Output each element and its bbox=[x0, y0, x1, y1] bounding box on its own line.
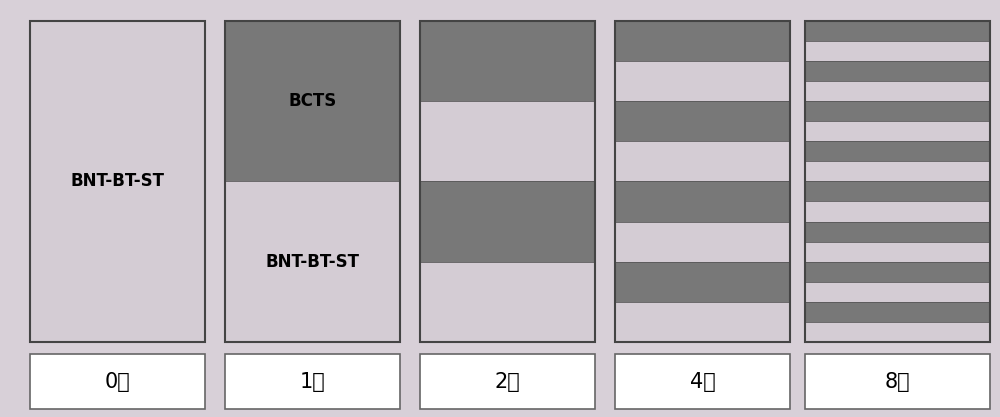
Bar bbox=[420, 21, 595, 101]
Bar bbox=[805, 21, 990, 41]
Bar bbox=[805, 221, 990, 241]
Bar bbox=[805, 181, 990, 201]
Bar bbox=[615, 141, 790, 181]
Bar bbox=[225, 21, 400, 342]
Bar bbox=[615, 21, 790, 342]
Bar bbox=[805, 81, 990, 101]
Bar bbox=[615, 302, 790, 342]
Text: 0次: 0次 bbox=[105, 372, 130, 392]
Bar bbox=[805, 201, 990, 221]
Bar bbox=[805, 21, 990, 342]
Text: BNT-BT-ST: BNT-BT-ST bbox=[266, 253, 360, 271]
Bar bbox=[30, 21, 205, 342]
Bar bbox=[805, 121, 990, 141]
Bar bbox=[420, 262, 595, 342]
Bar bbox=[615, 221, 790, 262]
Bar bbox=[420, 354, 595, 409]
Bar bbox=[805, 61, 990, 81]
Bar bbox=[225, 354, 400, 409]
Bar bbox=[615, 21, 790, 61]
Bar bbox=[225, 181, 400, 342]
Bar bbox=[805, 141, 990, 161]
Bar bbox=[805, 322, 990, 342]
Bar bbox=[225, 21, 400, 181]
Text: BCTS: BCTS bbox=[288, 92, 337, 110]
Bar bbox=[805, 282, 990, 302]
Bar bbox=[615, 262, 790, 302]
Bar bbox=[805, 41, 990, 61]
Text: BNT-BT-ST: BNT-BT-ST bbox=[70, 172, 164, 191]
Bar bbox=[30, 21, 205, 342]
Bar bbox=[615, 354, 790, 409]
Text: 2次: 2次 bbox=[495, 372, 520, 392]
Bar bbox=[805, 354, 990, 409]
Bar bbox=[420, 181, 595, 262]
Bar bbox=[805, 241, 990, 261]
Bar bbox=[805, 161, 990, 181]
Bar bbox=[420, 21, 595, 342]
Text: 8次: 8次 bbox=[885, 372, 910, 392]
Text: 1次: 1次 bbox=[300, 372, 325, 392]
Bar bbox=[30, 354, 205, 409]
Text: 4次: 4次 bbox=[690, 372, 715, 392]
Bar bbox=[420, 101, 595, 181]
Bar bbox=[805, 302, 990, 322]
Bar bbox=[615, 61, 790, 101]
Bar bbox=[615, 101, 790, 141]
Bar bbox=[615, 181, 790, 221]
Bar bbox=[805, 261, 990, 282]
Bar bbox=[805, 101, 990, 121]
